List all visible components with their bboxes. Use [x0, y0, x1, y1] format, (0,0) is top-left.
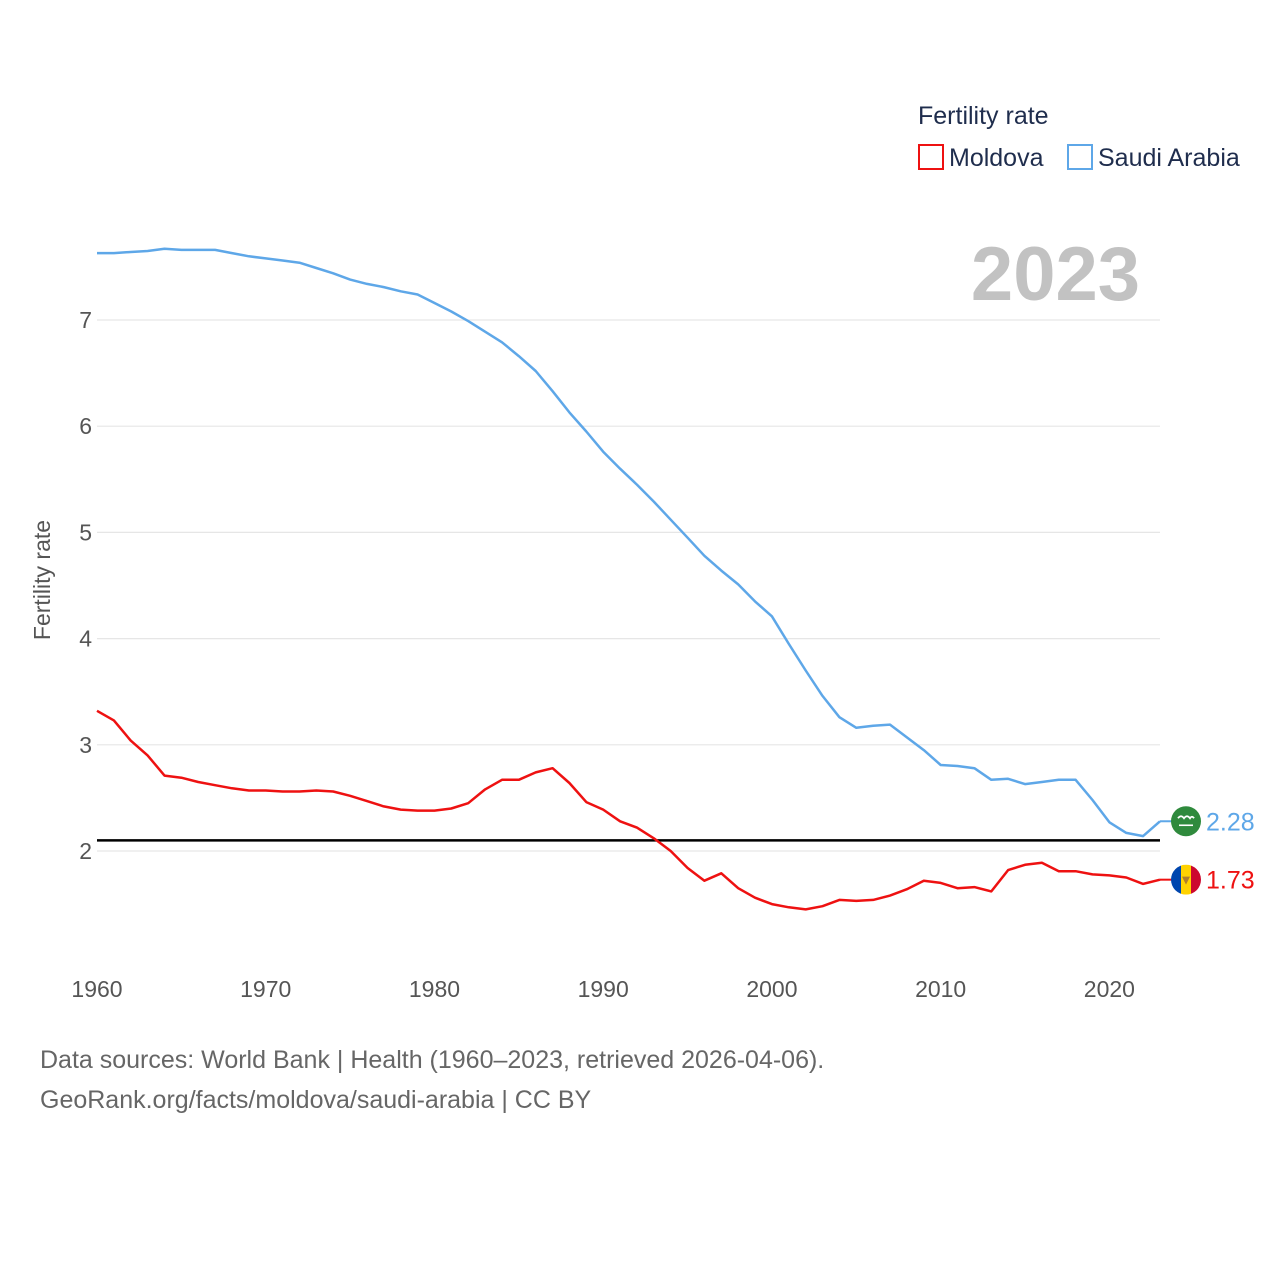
- legend-swatch-saudi-arabia: [1067, 144, 1093, 170]
- saudi-arabia-flag-icon: [1171, 806, 1201, 837]
- y-tick-label: 3: [79, 732, 92, 758]
- x-tick-label: 1980: [409, 976, 460, 1002]
- series-line-moldova[interactable]: [96, 709, 1161, 911]
- legend-label-saudi-arabia: Saudi Arabia: [1098, 144, 1240, 172]
- legend-label-moldova: Moldova: [949, 144, 1044, 172]
- y-axis-title: Fertility rate: [29, 520, 55, 640]
- x-tick-label: 1960: [71, 976, 122, 1002]
- legend: Fertility rate Moldova Saudi Arabia: [918, 102, 1240, 172]
- data-source-text: Data sources: World Bank | Health (1960–…: [40, 1046, 824, 1074]
- y-tick-label: 4: [79, 626, 92, 652]
- x-tick-label: 2020: [1084, 976, 1135, 1002]
- year-label: 2023: [971, 232, 1140, 317]
- series-lines: [96, 247, 1161, 911]
- end-value-saudi-arabia: 2.28: [1206, 808, 1255, 836]
- moldova-flag-icon: [1171, 864, 1201, 895]
- y-tick-label: 5: [79, 519, 92, 545]
- x-tick-label: 2010: [915, 976, 966, 1002]
- end-markers: 1.73 2.28: [1160, 806, 1255, 895]
- end-value-moldova: 1.73: [1206, 867, 1255, 895]
- y-tick-label: 2: [79, 838, 92, 864]
- x-axis-ticks: 1960 1970 1980 1990 2000 2010 2020: [71, 976, 1135, 1002]
- y-tick-label: 7: [79, 307, 92, 333]
- y-tick-label: 6: [79, 413, 92, 439]
- legend-swatch-moldova: [918, 144, 944, 170]
- x-tick-label: 2000: [746, 976, 797, 1002]
- legend-item-saudi-arabia[interactable]: Saudi Arabia: [1067, 144, 1240, 172]
- x-tick-label: 1970: [240, 976, 291, 1002]
- series-line-saudi-arabia[interactable]: [97, 247, 1161, 838]
- y-axis-ticks: 2 3 4 5 6 7: [79, 307, 92, 864]
- x-tick-label: 1990: [578, 976, 629, 1002]
- legend-item-moldova[interactable]: Moldova: [918, 144, 1044, 172]
- legend-title: Fertility rate: [918, 102, 1049, 130]
- gridlines: [97, 319, 1160, 852]
- credit-link[interactable]: GeoRank.org/facts/moldova/saudi-arabia |…: [40, 1086, 592, 1114]
